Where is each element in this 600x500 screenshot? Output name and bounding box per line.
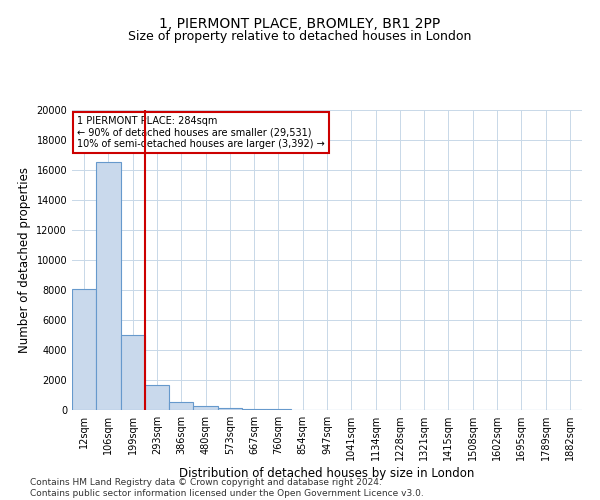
Bar	[121, 335, 145, 410]
Bar	[242, 408, 266, 410]
Text: Contains HM Land Registry data © Crown copyright and database right 2024.
Contai: Contains HM Land Registry data © Crown c…	[30, 478, 424, 498]
Bar	[218, 408, 242, 410]
Text: 1, PIERMONT PLACE, BROMLEY, BR1 2PP: 1, PIERMONT PLACE, BROMLEY, BR1 2PP	[160, 18, 440, 32]
Y-axis label: Number of detached properties: Number of detached properties	[18, 167, 31, 353]
X-axis label: Distribution of detached houses by size in London: Distribution of detached houses by size …	[179, 468, 475, 480]
Bar	[96, 162, 121, 410]
Bar	[169, 402, 193, 410]
Text: Size of property relative to detached houses in London: Size of property relative to detached ho…	[128, 30, 472, 43]
Bar	[266, 409, 290, 410]
Bar	[193, 406, 218, 410]
Bar	[72, 289, 96, 410]
Bar	[145, 384, 169, 410]
Text: 1 PIERMONT PLACE: 284sqm
← 90% of detached houses are smaller (29,531)
10% of se: 1 PIERMONT PLACE: 284sqm ← 90% of detach…	[77, 116, 325, 149]
